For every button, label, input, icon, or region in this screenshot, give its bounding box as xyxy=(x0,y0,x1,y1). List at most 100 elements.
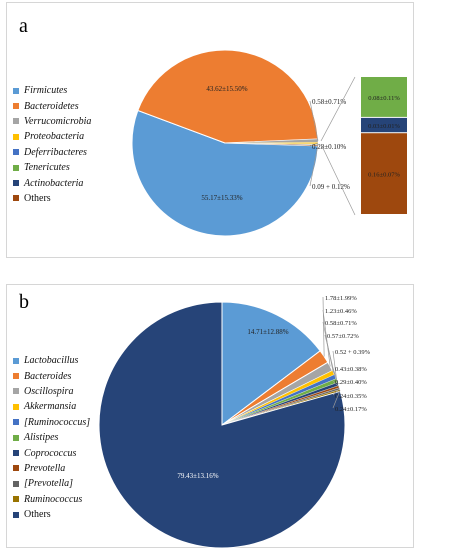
legend-label: Ruminococcus xyxy=(24,493,83,505)
legend-item-b-bacteroides: Bacteroides xyxy=(13,368,90,383)
legend-item-a-verrucomicrobia: Verrucomicrobia xyxy=(13,114,91,129)
legend-b: Lactobacillus Bacteroides Oscillospira Akke… xyxy=(13,353,90,522)
slice-label-b-oscillospira: 1.23±0.46% xyxy=(325,308,357,315)
panel-a: a Firmicutes Bacteroidetes Verrucomicrobia… xyxy=(6,2,414,258)
legend-swatch xyxy=(13,357,19,364)
pie-slice-b-others xyxy=(98,301,346,549)
leader-line-b-bacteroides xyxy=(322,296,325,357)
bracket-line-top xyxy=(320,76,356,142)
legend-swatch xyxy=(13,164,19,171)
legend-swatch xyxy=(13,373,19,380)
bracket-line-bottom xyxy=(320,143,356,216)
legend-swatch xyxy=(13,149,19,156)
legend-label: Actinobacteria xyxy=(24,177,84,189)
slice-label-a-proteobacteria: 0.28±0.10% xyxy=(312,143,346,151)
stack-label-tenericutes: 0.08±0.11% xyxy=(368,95,400,102)
legend-label: Alistipes xyxy=(24,432,59,444)
legend-item-a-firmicutes: Firmicutes xyxy=(13,83,91,98)
legend-label: Others xyxy=(24,509,51,521)
slice-label-a-verrucomicrobia: 0.58±0.71% xyxy=(312,98,346,106)
legend-a: Firmicutes Bacteroidetes Verrucomicrobia Pr… xyxy=(13,83,91,206)
legend-label: Oscillospira xyxy=(24,385,74,397)
stack-segment-tenericutes xyxy=(361,77,407,117)
legend-label: Bacteroidetes xyxy=(24,100,79,112)
legend-label: Bacteroides xyxy=(24,370,72,382)
stack-segment-actinobacteria xyxy=(361,117,407,133)
legend-swatch xyxy=(13,195,19,202)
slice-label-b-alistipes: 0.52 + 0.39% xyxy=(335,349,371,356)
legend-swatch xyxy=(13,103,19,110)
panel-b: b Lactobacillus Bacteroides Oscillospira Ak… xyxy=(6,284,414,549)
slice-label-b-ruminococcus: 0.57±0.72% xyxy=(327,333,359,340)
legend-item-a-tenericutes: Tenericutes xyxy=(13,160,91,175)
leader-line-b-prevotella xyxy=(332,388,340,396)
panel-label-b: b xyxy=(19,291,29,313)
legend-label: Tenericutes xyxy=(24,162,70,174)
legend-swatch xyxy=(13,434,19,441)
legend-item-a-actinobacteria: Actinobacteria xyxy=(13,175,91,190)
slice-label-b-others: 79.43±13.16% xyxy=(177,472,218,480)
slice-label-a-bacteroidetes: 43.62±15.50% xyxy=(206,85,247,93)
legend-label: [Ruminococcus] xyxy=(24,416,91,428)
pie-chart-b: 14.71±12.88% 79.43±13.16% 1.78±1.99% 1.23±0… xyxy=(98,295,371,549)
pie-chart-a: 55.17±15.33% 43.62±15.50% 0.58±0.71% 0.28±0… xyxy=(131,49,407,237)
slice-label-b-akkermansia: 0.58±0.71% xyxy=(325,320,357,327)
slice-label-a-actinobacteria: 0.09 + 0.12% xyxy=(312,183,350,191)
pie-slice-b-lactobacillus xyxy=(221,301,321,427)
legend-item-b-others: Others xyxy=(13,507,90,522)
legend-swatch xyxy=(13,511,19,518)
legend-item-b-ruminococcus: Ruminococcus xyxy=(13,492,90,507)
legend-swatch xyxy=(13,133,19,140)
legend-label: Deferribacteres xyxy=(24,146,87,158)
legend-item-a-deferribacteres: Deferribacteres xyxy=(13,145,91,160)
legend-swatch xyxy=(13,465,19,472)
leader-line-b-prevotella xyxy=(332,380,340,387)
legend-swatch xyxy=(13,419,19,426)
panel-label-a: a xyxy=(19,15,28,37)
leader-line-b-ruminococcus xyxy=(332,390,341,409)
legend-item-b-coprococcus: Coprococcus xyxy=(13,445,90,460)
leader-line-a-verrucomicrobia xyxy=(309,100,319,141)
legend-swatch xyxy=(13,480,19,487)
stack-label-actinobacteria: 0.03±0.01% xyxy=(368,123,400,130)
legend-item-a-proteobacteria: Proteobacteria xyxy=(13,129,91,144)
legend-item-b-alistipes: Alistipes xyxy=(13,430,90,445)
legend-label: Proteobacteria xyxy=(24,131,85,143)
slice-label-b-prevotella: 0.24±0.35% xyxy=(335,393,367,400)
legend-label: Verrucomicrobia xyxy=(24,115,92,127)
slice-label-b-ruminococcus: 0.24±0.17% xyxy=(335,406,367,413)
legend-swatch xyxy=(13,450,19,457)
legend-swatch xyxy=(13,180,19,187)
legend-item-b-ruminococcus: [Ruminococcus] xyxy=(13,415,90,430)
legend-swatch xyxy=(13,388,19,395)
legend-item-a-others: Others xyxy=(13,191,91,206)
legend-swatch xyxy=(13,496,19,503)
legend-item-b-lactobacillus: Lactobacillus xyxy=(13,353,90,368)
slice-label-b-bacteroides: 1.78±1.99% xyxy=(325,295,357,302)
stack-segment-others xyxy=(361,133,407,214)
legend-item-a-bacteroidetes: Bacteroidetes xyxy=(13,98,91,113)
legend-item-b-akkermansia: Akkermansia xyxy=(13,399,90,414)
leader-line-a-proteobacteria xyxy=(309,142,319,147)
legend-swatch xyxy=(13,118,19,125)
legend-label: [Prevotella] xyxy=(24,478,74,490)
legend-item-b-oscillospira: Oscillospira xyxy=(13,384,90,399)
legend-item-b-prevotella: [Prevotella] xyxy=(13,476,90,491)
legend-swatch xyxy=(13,403,19,410)
pie-slice-a-firmicutes xyxy=(131,109,319,237)
legend-label: Lactobacillus xyxy=(24,355,79,367)
leader-line-b-alistipes xyxy=(332,350,338,381)
legend-item-b-prevotella: Prevotella xyxy=(13,461,90,476)
legend-label: Firmicutes xyxy=(24,85,68,97)
legend-label: Akkermansia xyxy=(24,401,77,413)
legend-swatch xyxy=(13,87,19,94)
slice-label-b-prevotella: 0.29±0.40% xyxy=(335,379,367,386)
legend-label: Coprococcus xyxy=(24,447,77,459)
legend-label: Prevotella xyxy=(24,462,66,474)
slice-label-b-lactobacillus: 14.71±12.88% xyxy=(247,328,288,336)
slice-label-a-firmicutes: 55.17±15.33% xyxy=(201,194,242,202)
stack-label-others: 0.16±0.07% xyxy=(368,172,400,179)
leader-line-b-coprococcus xyxy=(332,367,339,385)
legend-label: Others xyxy=(24,192,51,204)
slice-label-b-coprococcus: 0.43±0.38% xyxy=(335,366,367,373)
